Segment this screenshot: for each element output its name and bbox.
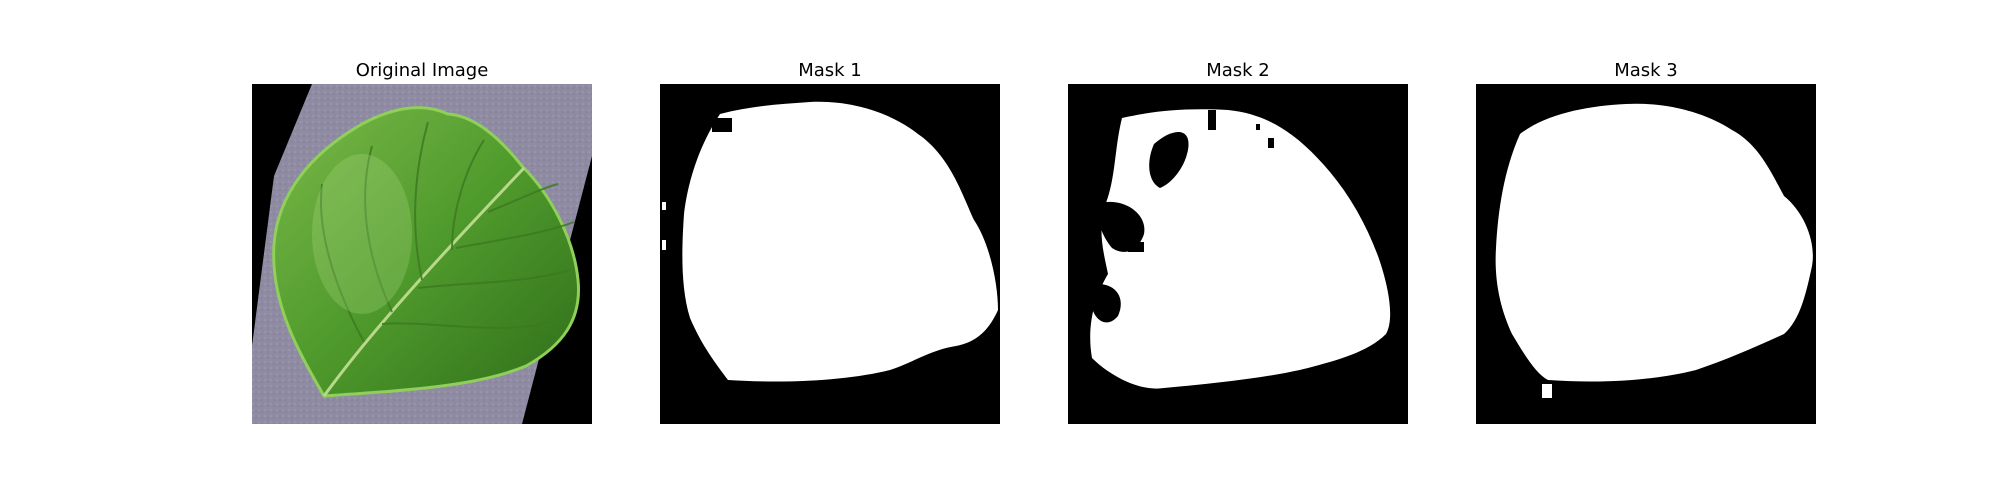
mask-1	[660, 84, 1000, 424]
panel-title: Mask 2	[1068, 58, 1408, 84]
panel-title: Mask 3	[1476, 58, 1816, 84]
mask-2-image	[1068, 84, 1408, 424]
mask-3	[1476, 84, 1816, 424]
panel-mask-3: Mask 3	[1476, 58, 1816, 84]
original-image	[252, 84, 592, 424]
panel-title: Mask 1	[660, 58, 1000, 84]
mask-2	[1068, 84, 1408, 424]
mask-3-image	[1476, 84, 1816, 424]
mask-1-image	[660, 84, 1000, 424]
panel-title: Original Image	[252, 58, 592, 84]
panel-mask-2: Mask 2	[1068, 58, 1408, 84]
panel-mask-1: Mask 1	[660, 58, 1000, 84]
panel-original-image: Original Image	[252, 58, 592, 84]
leaf-photo	[252, 84, 592, 424]
